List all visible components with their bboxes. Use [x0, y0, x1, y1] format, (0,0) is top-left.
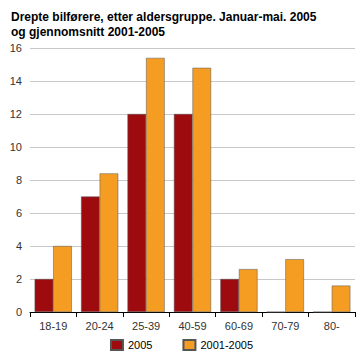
svg-text:10: 10 — [10, 141, 22, 153]
svg-text:80-: 80- — [324, 320, 340, 332]
svg-text:6: 6 — [16, 207, 22, 219]
svg-text:14: 14 — [10, 75, 22, 87]
svg-text:2005: 2005 — [128, 339, 152, 351]
svg-text:4: 4 — [16, 240, 22, 252]
svg-text:18-19: 18-19 — [39, 320, 67, 332]
svg-text:2001-2005: 2001-2005 — [200, 339, 253, 351]
svg-text:20-24: 20-24 — [86, 320, 114, 332]
svg-text:70-79: 70-79 — [271, 320, 299, 332]
svg-text:25-39: 25-39 — [132, 320, 160, 332]
svg-text:2: 2 — [16, 273, 22, 285]
svg-text:40-59: 40-59 — [178, 320, 206, 332]
svg-text:8: 8 — [16, 174, 22, 186]
svg-text:16: 16 — [10, 42, 22, 54]
svg-text:12: 12 — [10, 108, 22, 120]
svg-text:60-69: 60-69 — [225, 320, 253, 332]
svg-text:Drepte bilførere, etter alders: Drepte bilførere, etter aldersgruppe. Ja… — [11, 10, 317, 24]
svg-text:0: 0 — [16, 306, 22, 318]
svg-text:og gjennomsnitt 2001-2005: og gjennomsnitt 2001-2005 — [11, 25, 165, 39]
